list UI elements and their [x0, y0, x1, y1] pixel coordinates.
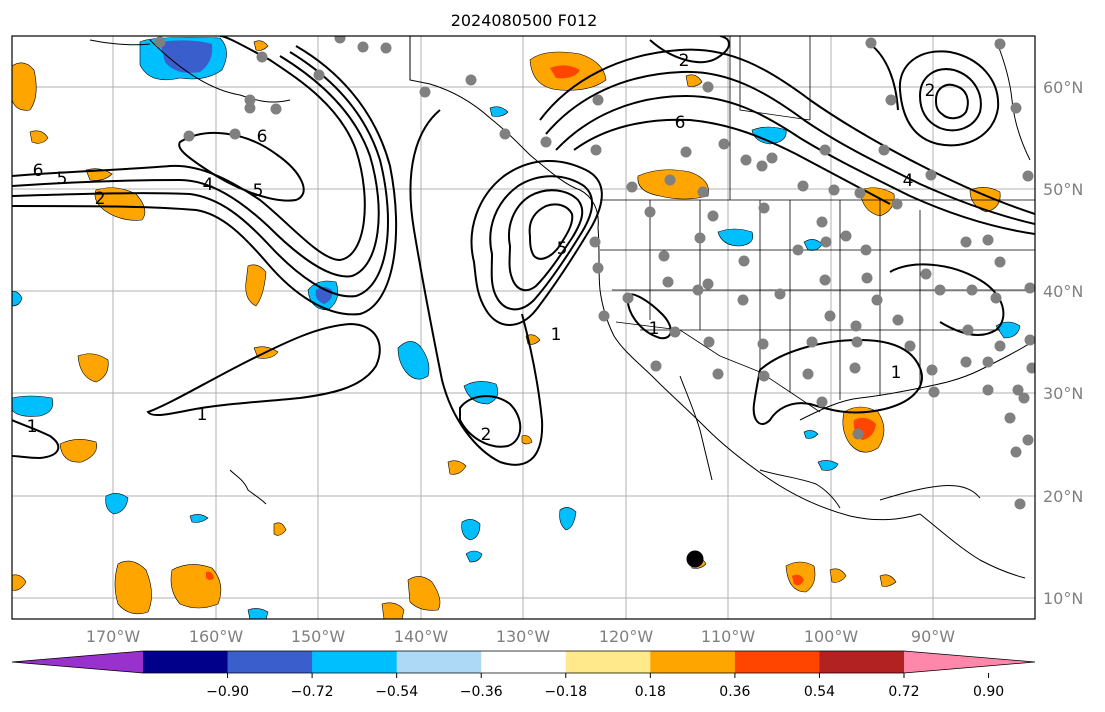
colorbar-tick-label: 0.54: [804, 684, 835, 700]
latitude-labels: 60°N 50°N 40°N 30°N 20°N 10°N: [1043, 78, 1083, 608]
colorbar-tick-label: 0.90: [973, 684, 1004, 700]
contour-label: 4: [903, 171, 914, 191]
lon-label: 110°W: [701, 627, 756, 646]
lat-label: 40°N: [1043, 282, 1083, 301]
lat-label: 60°N: [1043, 78, 1083, 97]
lon-label: 100°W: [804, 627, 859, 646]
colorbar-tick-label: −0.36: [460, 684, 503, 700]
contour-label: 6: [675, 113, 686, 133]
colorbar-segment: [312, 651, 398, 673]
contour-label: 5: [557, 239, 568, 259]
colorbar-segment: [481, 651, 567, 673]
colorbar-segment: [650, 651, 736, 673]
colorbar-tick-label: −0.18: [544, 684, 587, 700]
lon-label: 160°W: [189, 627, 244, 646]
lat-label: 30°N: [1043, 384, 1083, 403]
lon-label: 130°W: [496, 627, 551, 646]
contour-label: 5: [253, 181, 264, 201]
colorbar-tick-label: −0.72: [291, 684, 334, 700]
contour-label: 1: [27, 417, 38, 437]
colorbar-segment: [227, 651, 313, 673]
contour-labels: 1 1 2 2 4 5 6 6 5 2 6 2 4 5 1 1 1: [27, 51, 936, 445]
contour-label: 6: [33, 161, 44, 181]
map-frame: [11, 35, 1036, 620]
colorbar-tick-label: −0.90: [206, 684, 249, 700]
highlight-marker: [686, 550, 704, 568]
colorbar-segment: [565, 651, 651, 673]
contour-label: 1: [197, 405, 208, 425]
contour-label: 1: [649, 319, 660, 339]
contour-label: 1: [551, 325, 562, 345]
lon-label: 150°W: [291, 627, 346, 646]
colorbar-tick-label: −0.54: [375, 684, 418, 700]
colorbar-outline: [11, 650, 1036, 674]
colorbar-tick-label: 0.36: [719, 684, 750, 700]
colorbar-segment: [819, 651, 905, 673]
colorbar-tick-label: 0.18: [635, 684, 666, 700]
lat-label: 20°N: [1043, 487, 1083, 506]
lon-label: 140°W: [394, 627, 449, 646]
contour-label: 2: [925, 81, 936, 101]
coastlines: [89, 36, 1035, 579]
map-title: 2024080500 F012: [451, 11, 598, 30]
colorbar-segment: [734, 651, 820, 673]
contour-label: 5: [57, 169, 68, 189]
anomaly-shading: [12, 37, 1021, 619]
contour-label: 6: [257, 127, 268, 147]
colorbar-segment: [396, 651, 482, 673]
lat-label: 10°N: [1043, 589, 1083, 608]
contour-label: 2: [95, 189, 106, 209]
map-panel: 1 1 2 2 4 5 6 6 5 2 6 2 4 5 1 1 1: [12, 36, 1035, 619]
contour-label: 1: [891, 363, 902, 383]
longitude-labels: 170°W 160°W 150°W 140°W 130°W 120°W 110°…: [86, 627, 955, 646]
lon-label: 170°W: [86, 627, 141, 646]
colorbar: −0.90 −0.72 −0.54 −0.36 −0.18 0.18 0.36 0.54 0.7…: [11, 650, 1036, 700]
lat-label: 50°N: [1043, 180, 1083, 199]
colorbar-tick-label: 0.72: [888, 684, 919, 700]
colorbar-extension-min: [12, 651, 143, 673]
contour-label: 4: [203, 175, 214, 195]
contour-label: 2: [481, 425, 492, 445]
station-markers: [154, 36, 1035, 510]
lon-label: 90°W: [911, 627, 955, 646]
lon-label: 120°W: [599, 627, 654, 646]
contour-label: 2: [679, 51, 690, 71]
colorbar-segment: [143, 651, 229, 673]
colorbar-extension-max: [904, 651, 1035, 673]
